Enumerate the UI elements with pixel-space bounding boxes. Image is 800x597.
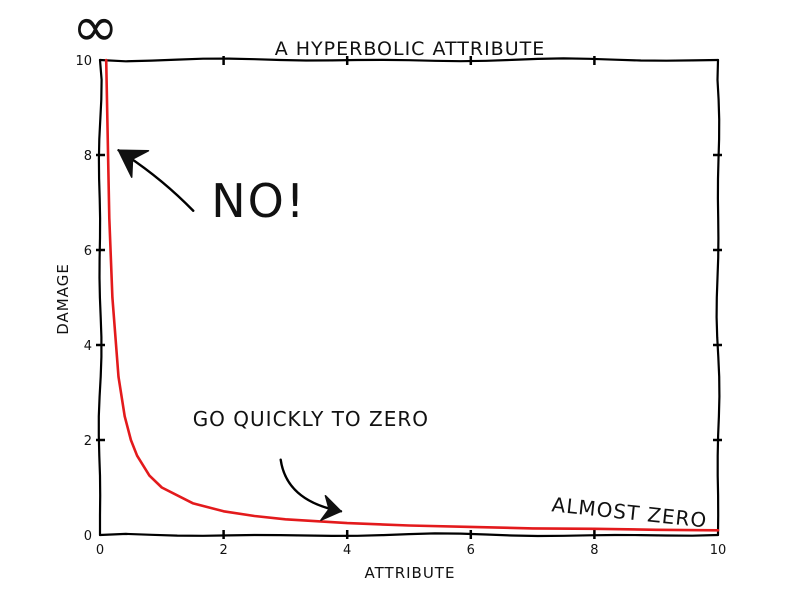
x-tick-label-8: 8 [590, 543, 598, 558]
y-tick-label-4: 4 [84, 339, 92, 354]
y-tick-label-2: 2 [84, 434, 92, 449]
annotation-2: ALMOST ZERO [551, 492, 709, 532]
x-tick-label-4: 4 [343, 543, 351, 558]
frame-left [97, 58, 103, 537]
infinity-symbol: ∞ [72, 0, 119, 60]
axis-ticks: 0 2 4 6 8 10 0 2 4 6 8 10 [75, 54, 726, 558]
annotation-arrowhead-0 [117, 149, 150, 178]
frame-right [715, 58, 721, 537]
x-tick-label-2: 2 [219, 543, 227, 558]
y-tick-label-6: 6 [84, 244, 92, 259]
chart-title: A HYPERBOLIC ATTRIBUTE [275, 38, 546, 60]
frame-bottom [98, 532, 720, 538]
series-line-0 [104, 58, 720, 532]
annotations-layer: NO! GO QUICKLY TO ZERO ALMOST ZERO [117, 149, 709, 533]
y-tick-label-10: 10 [75, 54, 92, 69]
plot-frame [97, 57, 721, 538]
x-tick-label-0: 0 [96, 543, 104, 558]
frame-top [98, 57, 720, 63]
annotation-arrowhead-1 [320, 494, 342, 521]
annotation-1: GO QUICKLY TO ZERO [193, 407, 429, 431]
series-layer [104, 58, 720, 532]
y-tick-label-8: 8 [84, 149, 92, 164]
annotation-0: NO! [211, 174, 306, 228]
y-tick-label-0: 0 [84, 529, 92, 544]
x-axis-label: ATTRIBUTE [365, 564, 456, 582]
y-axis-label: DAMAGE [54, 263, 72, 335]
x-tick-label-6: 6 [467, 543, 475, 558]
x-tick-label-10: 10 [710, 543, 727, 558]
